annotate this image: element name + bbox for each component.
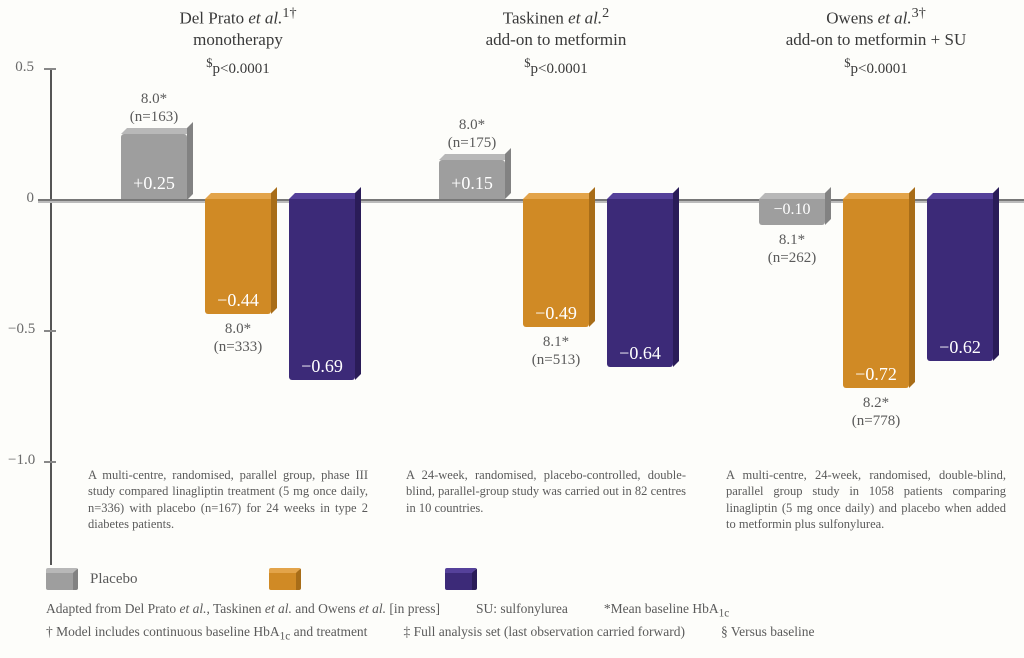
bar-annotation: 8.0*(n=175): [429, 116, 515, 152]
y-tick-mark: [44, 330, 56, 332]
chart-area: 0.50−0.5−1.0 Del Prato et al.1†monothera…: [38, 0, 1006, 565]
study-group: Del Prato et al.1†monotherapy $p<0.0001 +0…: [88, 0, 388, 565]
y-tick-label: −1.0: [8, 452, 34, 469]
group-title: Owens et al.3†add-on to metformin + SU: [726, 5, 1024, 50]
y-tick-mark: [44, 68, 56, 70]
p-value: $p<0.0001: [88, 56, 388, 78]
group-description: A 24-week, randomised, placebo-controlle…: [406, 467, 686, 516]
bar-value-label: −0.44: [205, 290, 271, 311]
study-group: Owens et al.3†add-on to metformin + SU $p…: [726, 0, 1024, 565]
bar-value-label: −0.72: [843, 364, 909, 385]
footnote-section: § Versus baseline: [721, 622, 815, 646]
bar-annotation: 8.1*(n=262): [749, 231, 835, 267]
legend-label-placebo: Placebo: [90, 571, 137, 588]
legend: Placebo: [46, 568, 609, 590]
y-axis: [50, 68, 52, 565]
bar-annotation: 8.0*(n=333): [195, 320, 281, 356]
footnote-ddagger: ‡ Full analysis set (last observation ca…: [403, 622, 685, 646]
bar-annotation: 8.1*(n=513): [513, 333, 599, 369]
p-value: $p<0.0001: [726, 56, 1024, 78]
footnotes: Adapted from Del Prato et al., Taskinen …: [46, 599, 1004, 646]
y-tick-label: 0: [8, 190, 34, 207]
bar-annotation: 8.0*(n=163): [111, 90, 197, 126]
legend-swatch-orange: [269, 568, 301, 590]
bar-value-label: +0.25: [121, 173, 187, 194]
group-description: A multi-centre, randomised, parallel gro…: [88, 467, 368, 532]
group-description: A multi-centre, 24-week, randomised, dou…: [726, 467, 1006, 532]
legend-swatch-placebo: [46, 568, 78, 590]
y-tick-mark: [44, 461, 56, 463]
bar-value-label: −0.62: [927, 337, 993, 358]
footnote-su: SU: sulfonylurea: [476, 599, 568, 623]
group-title: Taskinen et al.2add-on to metformin: [406, 5, 706, 50]
bar-value-label: −0.10: [759, 201, 825, 219]
footnote-adapted: Adapted from Del Prato et al., Taskinen …: [46, 599, 440, 623]
bar-annotation: 8.2*(n=778): [833, 394, 919, 430]
bar-value-label: −0.69: [289, 356, 355, 377]
bar-value-label: −0.64: [607, 343, 673, 364]
p-value: $p<0.0001: [406, 56, 706, 78]
y-tick-label: 0.5: [8, 59, 34, 76]
legend-swatch-indigo: [445, 568, 477, 590]
y-tick-label: −0.5: [8, 321, 34, 338]
bar-value-label: −0.49: [523, 303, 589, 324]
footnote-dagger: † Model includes continuous baseline HbA…: [46, 622, 367, 646]
study-group: Taskinen et al.2add-on to metformin $p<0.…: [406, 0, 706, 565]
group-title: Del Prato et al.1†monotherapy: [88, 5, 388, 50]
bar-value-label: +0.15: [439, 173, 505, 194]
footnote-star: *Mean baseline HbA1c: [604, 599, 729, 623]
